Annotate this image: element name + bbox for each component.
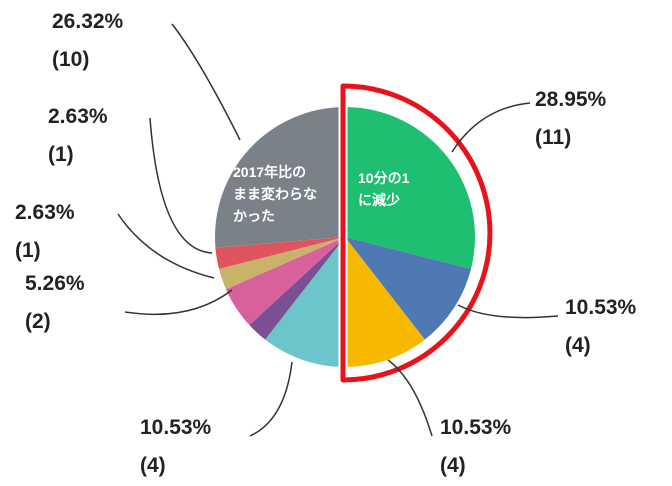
leader-line [387,359,433,437]
annotation: まま変わらな [233,186,317,202]
leader-line [457,304,559,319]
count-label: (10) [52,48,89,71]
pie-slice [215,107,345,248]
data-label: 26.32% [52,10,124,33]
count-label: (2) [25,310,51,333]
data-label: 28.95% [535,88,607,111]
leader-line [451,102,531,153]
count-label: (4) [440,454,466,477]
pie-slice [215,237,345,269]
count-label: (11) [535,126,571,149]
count-label: (4) [565,334,591,357]
count-label: (4) [140,454,166,477]
data-label: 2.63% [48,105,108,128]
pie-slice [225,237,345,326]
pie-slice [265,237,345,367]
leader-line [249,361,293,437]
pie-slice [344,237,425,367]
leader-line [149,117,213,254]
pie-slice [249,237,345,340]
data-label: 10.53% [440,416,512,439]
leader-line [124,289,233,316]
pie-slice [218,237,345,290]
pie-slice [345,237,472,340]
annotation: に減少 [358,192,400,208]
data-label: 10.53% [565,296,637,319]
annotation: 10分の1 [358,170,410,186]
highlight-outline [340,83,493,383]
pie-slice [345,107,475,269]
leader-line [171,23,241,141]
count-label: (1) [15,239,41,262]
count-label: (1) [48,143,74,166]
data-label: 5.26% [25,272,85,295]
annotation: 2017年比の [233,164,306,180]
leader-line [117,213,215,279]
annotation: かった [233,208,275,224]
data-label: 2.63% [15,201,75,224]
data-label: 10.53% [140,416,212,439]
